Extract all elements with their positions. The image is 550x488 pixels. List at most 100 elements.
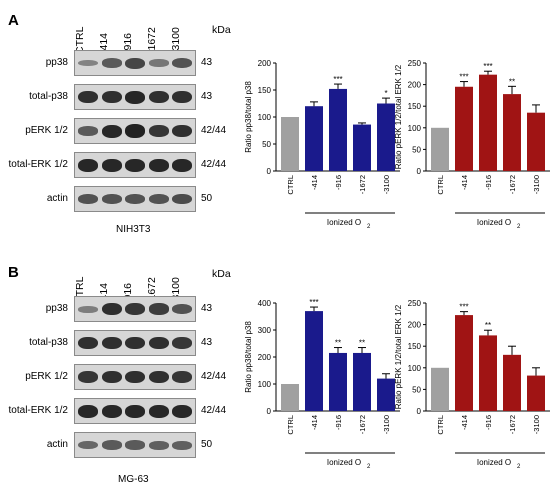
blot-band: [101, 58, 122, 68]
blot-band: [125, 404, 145, 418]
blot-band: [172, 371, 192, 383]
y-tick-label: 250: [408, 299, 422, 308]
bar: [353, 124, 371, 171]
x-tick-label: -3100: [532, 415, 541, 434]
group-label: Ionized O: [477, 458, 511, 467]
x-tick-label: CTRL: [286, 415, 295, 435]
blot-size-label: 50: [201, 193, 213, 204]
y-tick-label: 0: [417, 407, 422, 416]
blot-row-label: pERK 1/2: [25, 125, 68, 136]
y-tick-label: 100: [408, 124, 422, 133]
y-tick-label: 400: [258, 299, 272, 308]
x-tick-label: -1672: [508, 175, 517, 194]
bar: [281, 384, 299, 411]
x-tick-label: -414: [460, 175, 469, 190]
blot-band: [172, 404, 192, 418]
blot-strip: [74, 330, 196, 356]
y-axis-label: Ratio pp38/total p38: [244, 81, 253, 153]
x-tick-label: -1672: [358, 415, 367, 434]
blot-band: [172, 193, 192, 205]
bar: [479, 335, 497, 411]
x-tick-label: -916: [334, 415, 343, 430]
x-tick-label: -414: [460, 415, 469, 430]
blot-band: [148, 158, 169, 172]
bar: [305, 106, 323, 171]
panel-letter-a: A: [8, 12, 19, 29]
blot-band: [172, 304, 192, 314]
group-label: Ionized O: [477, 218, 511, 227]
kda-label: kDa: [212, 268, 231, 280]
y-tick-label: 100: [258, 380, 272, 389]
blot-size-label: 42/44: [201, 371, 227, 382]
x-tick-label: -3100: [532, 175, 541, 194]
significance-marker: **: [509, 77, 515, 86]
bar: [377, 103, 395, 171]
blot-band: [101, 194, 122, 204]
blot-band: [78, 158, 98, 172]
blot-band: [78, 404, 98, 418]
blot-band: [172, 158, 192, 172]
bar: [479, 74, 497, 171]
blot-band: [172, 440, 192, 450]
blot-strip: [74, 398, 196, 424]
y-tick-label: 0: [417, 167, 422, 176]
group-label-subscript: 2: [367, 464, 371, 470]
bar: [527, 112, 545, 171]
y-axis-label: Ratio pp38/total p38: [244, 321, 253, 393]
y-tick-label: 50: [412, 385, 421, 394]
blot-band: [78, 59, 98, 67]
blot-band: [172, 124, 192, 138]
bar: [329, 352, 347, 411]
blot-row-label: total-ERK 1/2: [8, 405, 68, 416]
blot-band: [148, 90, 169, 104]
kda-label: kDa: [212, 24, 231, 36]
chart-perk-ratio-b: 0 50 100 150 200 250 Ratio pERK 1/2/total ERK …: [394, 299, 550, 470]
blot-band: [172, 337, 192, 349]
blot-size-label: 42/44: [201, 159, 227, 170]
blot-strip: [74, 152, 196, 178]
blot-band: [125, 194, 145, 204]
blot-band: [148, 303, 169, 315]
blot-size-label: 43: [201, 303, 213, 314]
blot-strip: [74, 186, 196, 212]
blot-panel-a: CTRL -414 -916 -1672 -3100 kDa NIH3T3 pp…: [0, 0, 260, 240]
bar: [305, 311, 323, 411]
bar: [353, 352, 371, 411]
significance-marker: *: [384, 89, 387, 98]
bar: [455, 86, 473, 171]
bar: [377, 378, 395, 411]
bar: [455, 315, 473, 411]
bar: [329, 88, 347, 171]
blot-band: [101, 336, 122, 350]
blot-size-label: 50: [201, 439, 213, 450]
chart-pp38-ratio-a: 0 50 100 150 200 Ratio pp38/total p38 CTRL -414…: [244, 59, 400, 230]
bar: [281, 117, 299, 171]
blot-band: [101, 158, 122, 172]
blot-band: [78, 305, 98, 313]
bar: [503, 94, 521, 171]
y-tick-label: 300: [258, 326, 272, 335]
blot-band: [78, 194, 98, 204]
x-tick-label: -414: [310, 415, 319, 430]
x-tick-label: CTRL: [286, 175, 295, 195]
group-label-subscript: 2: [517, 464, 521, 470]
y-tick-label: 0: [267, 167, 272, 176]
blot-strip: [74, 296, 196, 322]
blot-strip: [74, 364, 196, 390]
bar: [527, 375, 545, 411]
blot-band: [125, 440, 145, 450]
significance-marker: ***: [483, 62, 492, 71]
blot-band: [172, 58, 192, 68]
blot-band: [101, 124, 122, 138]
blot-size-label: 43: [201, 57, 213, 68]
blot-band: [125, 158, 145, 172]
blot-band: [148, 125, 169, 137]
y-tick-label: 150: [258, 86, 272, 95]
blot-row-label: total-p38: [29, 337, 68, 348]
y-tick-label: 100: [408, 364, 422, 373]
x-tick-label: -3100: [382, 175, 391, 194]
blot-size-label: 42/44: [201, 405, 227, 416]
blot-band: [148, 194, 169, 204]
blot-size-label: 43: [201, 91, 213, 102]
